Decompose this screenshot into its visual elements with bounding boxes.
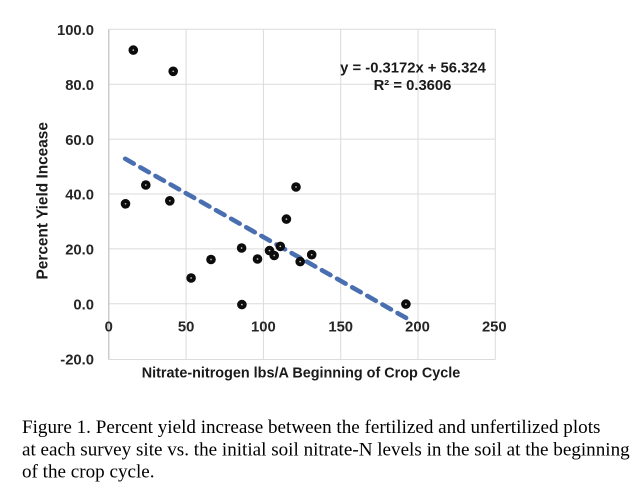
svg-text:-20.0: -20.0: [60, 353, 94, 369]
svg-text:Percent Yield Incease: Percent Yield Incease: [34, 122, 51, 280]
svg-text:200: 200: [405, 320, 430, 336]
svg-text:250: 250: [482, 320, 507, 336]
svg-text:of the crop cycle.: of the crop cycle.: [22, 462, 155, 483]
svg-text:0: 0: [105, 320, 113, 336]
svg-text:y = -0.3172x + 56.324: y = -0.3172x + 56.324: [340, 61, 486, 77]
svg-text:0.0: 0.0: [73, 298, 94, 314]
svg-text:Figure 1. Percent yield increa: Figure 1. Percent yield increase between…: [22, 417, 600, 438]
svg-text:60.0: 60.0: [65, 133, 94, 149]
svg-text:at each survey site vs. the in: at each survey site vs. the initial soil…: [22, 440, 630, 461]
svg-text:50: 50: [178, 320, 194, 336]
svg-text:80.0: 80.0: [65, 78, 94, 94]
svg-text:Nitrate-nitrogen lbs/A Beginni: Nitrate-nitrogen lbs/A Beginning of Crop…: [142, 366, 460, 382]
svg-text:20.0: 20.0: [65, 243, 94, 259]
svg-text:100: 100: [251, 320, 276, 336]
svg-text:40.0: 40.0: [65, 188, 94, 204]
svg-text:150: 150: [328, 320, 353, 336]
svg-text:R² = 0.3606: R² = 0.3606: [374, 78, 452, 94]
svg-text:100.0: 100.0: [57, 23, 94, 39]
